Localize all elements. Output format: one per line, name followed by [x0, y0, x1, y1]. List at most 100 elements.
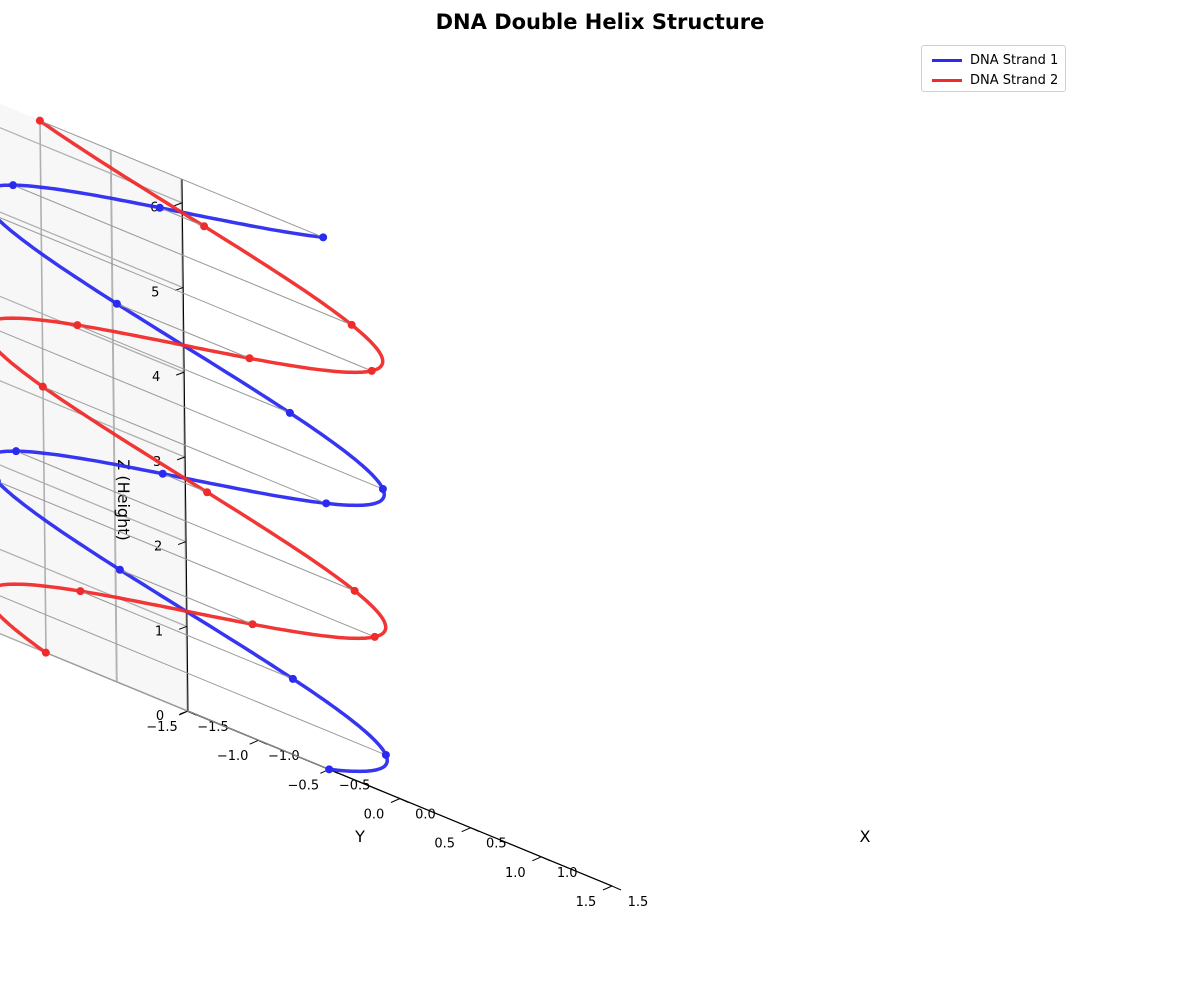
x-tick-mark [399, 798, 409, 803]
z-tick-mark [177, 541, 187, 546]
x-tick-label: 1.5 [628, 895, 649, 910]
strand-1-marker [12, 447, 21, 456]
y-tick-mark [602, 885, 613, 891]
base-pair-line [42, 386, 327, 504]
strand-1-marker [0, 478, 1, 484]
grid-line-z [0, 380, 186, 458]
legend-entry-strand-2: DNA Strand 2 [932, 72, 1058, 88]
legend: DNA Strand 1 DNA Strand 2 [921, 45, 1066, 92]
y-tick-mark [532, 856, 542, 862]
x-tick-label: 0.5 [486, 837, 507, 852]
strand-1-marker [378, 484, 387, 493]
axis-labels: X Y Z (Height) [114, 459, 871, 846]
base-pair-line [162, 473, 208, 493]
base-pair-line [159, 207, 205, 227]
strand-1-marker [322, 499, 331, 508]
strand-2-marker [76, 587, 85, 596]
y-tick-label: 1.5 [576, 895, 597, 910]
y-tick-label: 0.5 [434, 837, 455, 852]
grid-line-z [0, 127, 183, 204]
helix-strands [0, 116, 390, 774]
base-pair-line [119, 569, 253, 625]
legend-label-strand-2: DNA Strand 2 [970, 72, 1059, 88]
legend-swatch-strand-2 [932, 78, 962, 82]
strand-1-marker [158, 469, 167, 478]
strand-2-marker [203, 488, 212, 497]
x-tick-mark [611, 885, 622, 891]
y-tick-label: −1.5 [146, 720, 178, 735]
base-pair-line [0, 595, 387, 756]
strand-1-marker [319, 233, 328, 242]
grid-line-x [181, 178, 613, 887]
x-tick-mark [540, 856, 551, 862]
strand-1-marker [155, 203, 164, 212]
strand-2-marker [200, 222, 209, 231]
y-tick-mark [249, 739, 259, 745]
base-pair-line [12, 184, 352, 326]
grid-line-z [0, 295, 185, 373]
tick-labels: −1.5 −1.0 −0.5 0.0 0.5 1.0 1.5 −1.5 −1.0 −0.5 0.0 0… [146, 201, 648, 910]
strand-1-marker [285, 408, 294, 417]
base-pair-line [0, 481, 375, 638]
y-axis-label: Y [354, 827, 365, 846]
strand-2-marker [38, 382, 47, 391]
z-tick-mark [176, 371, 185, 376]
strand-2-marker [41, 648, 50, 657]
y-tick-label: −1.0 [217, 749, 249, 764]
chart-title: DNA Double Helix Structure [435, 10, 765, 34]
strand-1-marker [288, 674, 297, 683]
z-tick-label: 4 [152, 370, 160, 385]
z-tick-label: 5 [151, 285, 159, 300]
z-tick-mark [174, 202, 183, 207]
base-pair-line [15, 450, 355, 592]
y-tick-mark [461, 827, 471, 833]
x-tick-label: −1.0 [268, 749, 300, 764]
z-tick-mark [179, 710, 189, 715]
grid-line-z [0, 211, 184, 288]
strand-2-marker [350, 586, 359, 595]
strand-2-marker [248, 620, 257, 629]
z-axis-label: Z (Height) [114, 459, 133, 540]
x-axis-label: X [860, 827, 871, 846]
y-tick-mark [390, 798, 401, 803]
strand-2-marker [245, 354, 254, 363]
grid-line-y [180, 178, 613, 887]
axis-lines [174, 178, 622, 891]
base-pair-line [0, 217, 372, 372]
x-tick-label: 1.0 [557, 866, 578, 881]
strand-2-marker [347, 320, 356, 329]
base-pair-line [77, 324, 291, 414]
legend-label-strand-1: DNA Strand 1 [970, 52, 1059, 68]
grid-line-z [0, 548, 188, 627]
x-tick-label: 0.0 [415, 808, 436, 823]
x-tick-label: −1.5 [197, 720, 229, 735]
strand-1-marker [381, 750, 390, 759]
y-tick-label: 0.0 [364, 808, 385, 823]
legend-entry-strand-1: DNA Strand 1 [932, 52, 1058, 68]
strand-1-marker [9, 181, 18, 190]
legend-swatch-strand-1 [932, 58, 962, 62]
base-pair-line [45, 652, 330, 770]
z-tick-mark [178, 625, 188, 630]
strand-2-marker [73, 321, 82, 330]
strand-2-marker [370, 632, 379, 641]
x-tick-label: −0.5 [339, 778, 371, 793]
axes-panes [0, 104, 612, 886]
base-pair-line [80, 590, 294, 680]
strand-1-marker [325, 765, 334, 774]
y-tick-label: 1.0 [505, 866, 526, 881]
strand-1-marker [112, 299, 121, 308]
strand-1-marker [115, 565, 124, 574]
base-pair-line [0, 330, 384, 490]
y-tick-label: −0.5 [288, 778, 320, 793]
strand-2-marker [35, 116, 44, 125]
base-pair-line [116, 303, 250, 359]
z-tick-mark [176, 456, 186, 461]
base-pair-line [39, 120, 324, 238]
x-tick-mark [470, 827, 480, 833]
grid-line-z [0, 464, 187, 543]
z-tick-label: 1 [155, 624, 163, 639]
strand-2-marker [367, 366, 376, 375]
z-tick-label: 0 [156, 709, 164, 724]
